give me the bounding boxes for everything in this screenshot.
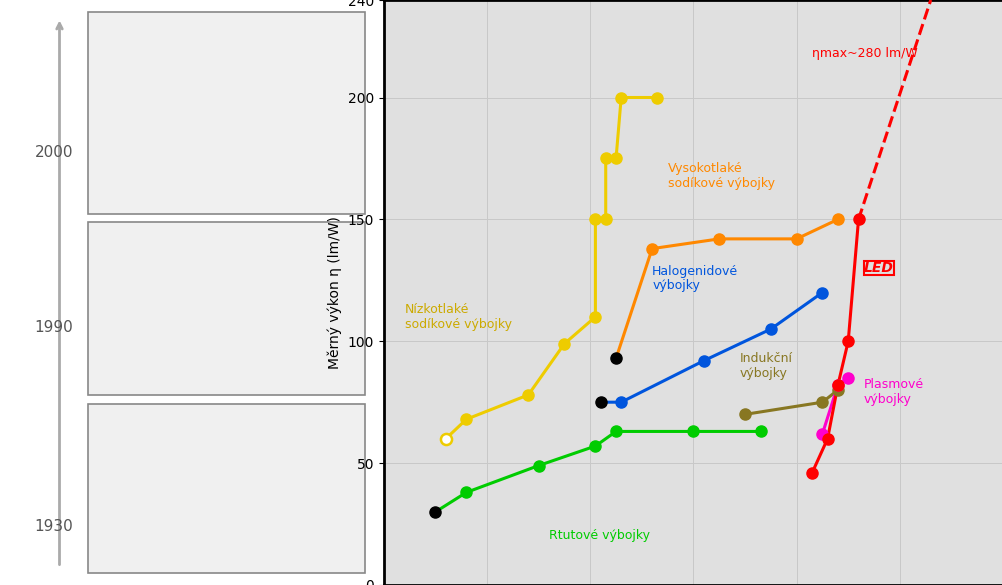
Y-axis label: Měrný výkon η (lm/W): Měrný výkon η (lm/W) — [328, 216, 342, 369]
Text: Indukční
výbojky: Indukční výbojky — [739, 352, 792, 380]
Text: 1990: 1990 — [34, 320, 73, 335]
Bar — [88, 12, 365, 214]
Text: 2000: 2000 — [34, 144, 73, 160]
Text: ηmax~280 lm/W: ηmax~280 lm/W — [812, 47, 917, 60]
Text: Plasmové
výbojky: Plasmové výbojky — [863, 378, 923, 407]
Bar — [88, 222, 365, 395]
Bar — [88, 404, 365, 573]
Text: Nízkotlaké
sodíkové výbojky: Nízkotlaké sodíkové výbojky — [404, 303, 511, 331]
Text: Vysokotlaké
sodíkové výbojky: Vysokotlaké sodíkové výbojky — [667, 162, 774, 190]
Text: Halogenidové
výbojky: Halogenidové výbojky — [651, 264, 737, 292]
Text: LED: LED — [863, 261, 893, 275]
Text: 1930: 1930 — [34, 519, 73, 534]
Text: Rtutové výbojky: Rtutové výbojky — [548, 529, 649, 542]
